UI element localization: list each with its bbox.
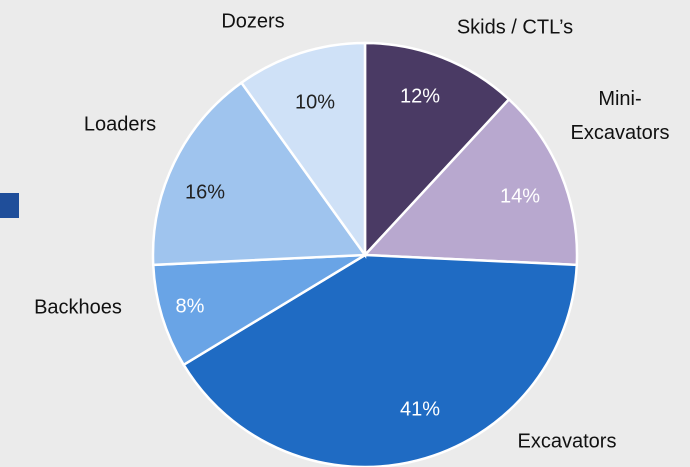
pie-slice xyxy=(181,253,579,467)
value-label: 41% xyxy=(400,398,440,420)
category-label: Dozers xyxy=(221,10,284,32)
value-label: 12% xyxy=(400,85,440,107)
category-label: Excavators xyxy=(518,430,617,452)
pie-slice xyxy=(151,80,368,267)
value-label: 10% xyxy=(295,91,335,113)
decor-square xyxy=(0,193,19,218)
value-label: 16% xyxy=(185,181,225,203)
pie-slice xyxy=(363,41,511,259)
value-label: 14% xyxy=(500,185,540,207)
value-label: 8% xyxy=(176,295,205,317)
category-label: Loaders xyxy=(84,113,156,135)
category-label: Skids / CTL’s xyxy=(457,16,573,38)
category-label: Mini-Excavators xyxy=(571,88,670,144)
pie-slice xyxy=(362,97,579,267)
pie-slice xyxy=(239,41,367,259)
pie-slice xyxy=(151,253,366,367)
category-label: Backhoes xyxy=(34,296,122,318)
